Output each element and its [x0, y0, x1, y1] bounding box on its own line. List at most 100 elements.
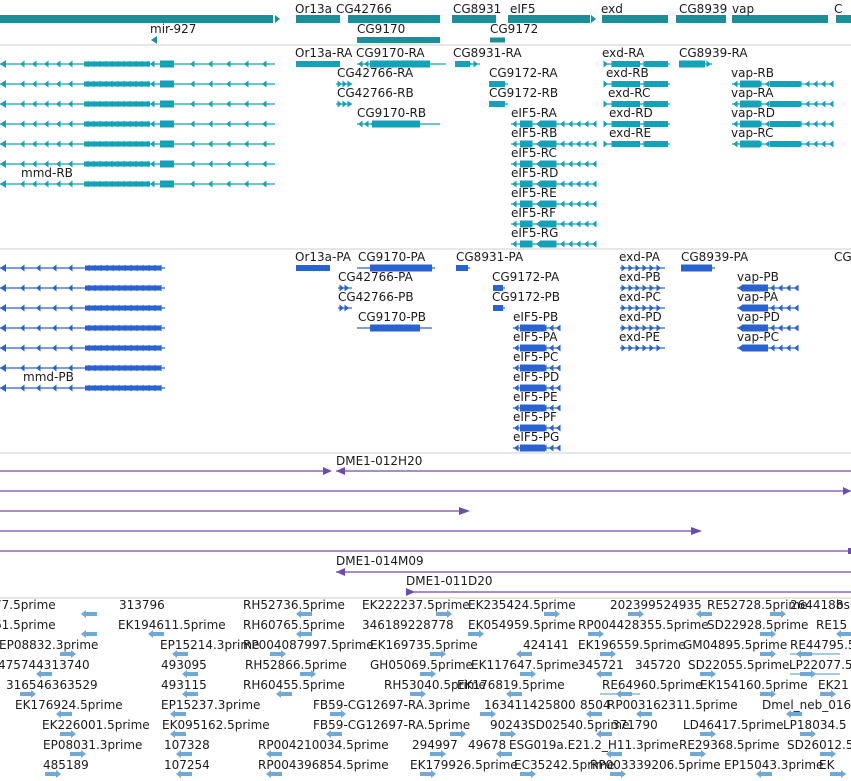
feature-block[interactable]	[520, 140, 532, 148]
feature-block[interactable]	[493, 285, 503, 291]
feature-block[interactable]	[508, 15, 590, 23]
est-feature[interactable]	[820, 690, 836, 698]
protein-feature[interactable]	[513, 384, 561, 392]
est-feature[interactable]	[176, 770, 192, 778]
protein-label[interactable]: exd-PE	[619, 330, 660, 344]
est-feature[interactable]	[760, 650, 776, 658]
est-label[interactable]: RE15	[816, 618, 847, 632]
protein-label[interactable]: eIF5-PB	[513, 310, 558, 324]
transcript-feature[interactable]	[511, 200, 597, 208]
est-label[interactable]: ESG019a.E21.2_H11.3prime	[509, 738, 679, 752]
protein-feature[interactable]	[513, 364, 561, 372]
protein-feature[interactable]	[0, 324, 165, 332]
est-label[interactable]: EK222237.5prime	[362, 598, 470, 612]
transcript-label[interactable]: Or13a-RA	[295, 46, 353, 60]
est-feature[interactable]	[516, 650, 532, 658]
transcript-feature[interactable]	[0, 120, 275, 128]
transcript-label[interactable]: exd-RC	[608, 86, 650, 100]
feature-block[interactable]	[602, 15, 668, 23]
feature-block[interactable]	[520, 180, 532, 188]
protein-feature[interactable]	[357, 324, 432, 332]
protein-label[interactable]: CG9172-PA	[492, 270, 560, 284]
transcript-label[interactable]: eIF5-RE	[511, 186, 557, 200]
transcript-feature[interactable]	[511, 240, 597, 248]
transcript-feature[interactable]	[603, 80, 671, 88]
est-feature[interactable]	[786, 710, 802, 718]
est-label[interactable]: EK179926.5prime	[410, 758, 518, 772]
est-label[interactable]: RP003339206.5prime	[590, 758, 721, 772]
gene-label[interactable]: CG8931	[453, 2, 501, 16]
gene-label[interactable]: CG9172	[490, 22, 538, 36]
est-feature[interactable]	[770, 610, 786, 618]
est-label[interactable]: EK196559.5prime	[578, 638, 686, 652]
est-feature[interactable]	[628, 610, 644, 618]
transcript-feature[interactable]	[511, 140, 597, 148]
protein-label[interactable]: CG9170-PA	[358, 250, 426, 264]
est-label[interactable]: FB59-CG12697-RA.3prime	[313, 698, 470, 712]
est-feature[interactable]	[170, 710, 186, 718]
est-feature[interactable]	[690, 750, 706, 758]
est-label[interactable]: EK095162.5prime	[162, 718, 270, 732]
est-feature[interactable]	[330, 710, 346, 718]
transcript-feature[interactable]	[679, 60, 712, 68]
feature-block[interactable]	[612, 81, 640, 87]
transcript-label[interactable]: CG9172-RB	[489, 86, 558, 100]
protein-label[interactable]: vap-PC	[737, 330, 779, 344]
transcript-label[interactable]: CG42766-RB	[337, 86, 414, 100]
est-label[interactable]: 77.5prime	[0, 598, 56, 612]
transcript-label[interactable]: eIF5-RA	[511, 106, 558, 120]
est-label[interactable]: 475744313740	[0, 658, 90, 672]
est-label[interactable]: RE64960.5prime	[602, 678, 703, 692]
protein-feature[interactable]	[296, 264, 330, 272]
est-feature[interactable]	[600, 650, 616, 658]
protein-feature[interactable]	[0, 264, 165, 272]
transcript-feature[interactable]	[489, 101, 508, 107]
transcript-feature[interactable]	[336, 100, 352, 108]
gene-label[interactable]: eIF5	[510, 2, 535, 16]
protein-label[interactable]: eIF5-PA	[513, 330, 558, 344]
feature-block[interactable]	[160, 60, 174, 68]
transcript-label[interactable]: vap-RC	[731, 126, 774, 140]
est-label[interactable]: GM04895.5prime	[683, 638, 787, 652]
protein-label[interactable]: Or13a-PA	[295, 250, 352, 264]
mir-927-feature[interactable]	[151, 36, 157, 44]
est-label[interactable]: RH52736.5prime	[243, 598, 345, 612]
gene-label[interactable]: CG9170	[357, 22, 405, 36]
transcript-label[interactable]: CG8931-RA	[453, 46, 522, 60]
protein-feature[interactable]	[357, 264, 435, 272]
protein-feature[interactable]	[338, 304, 352, 312]
est-label[interactable]: 163411425800	[484, 698, 576, 712]
protein-label[interactable]: CG8939-PA	[681, 250, 749, 264]
est-label[interactable]: RE52728.5prime	[707, 598, 808, 612]
feature-block[interactable]	[160, 180, 174, 188]
transcript-feature[interactable]	[603, 120, 671, 128]
feature-block[interactable]	[296, 15, 340, 23]
transcript-feature[interactable]	[357, 120, 440, 128]
est-feature[interactable]	[170, 730, 186, 738]
protein-label[interactable]: vap-PD	[737, 310, 780, 324]
feature-block[interactable]	[645, 141, 668, 147]
feature-block[interactable]	[160, 100, 174, 108]
est-feature[interactable]	[520, 770, 536, 778]
est-label[interactable]: RP004428355.5prime	[578, 618, 709, 632]
transcript-feature[interactable]	[0, 80, 275, 88]
est-feature[interactable]	[610, 770, 626, 778]
transcript-feature[interactable]	[603, 60, 671, 68]
est-feature[interactable]	[81, 610, 97, 618]
transcript-feature[interactable]	[455, 60, 480, 68]
est-label[interactable]: EK176924.5prime	[15, 698, 123, 712]
est-label[interactable]: EK054959.5prime	[468, 618, 576, 632]
protein-feature[interactable]	[620, 344, 665, 352]
est-label[interactable]: EK154160.5prime	[700, 678, 808, 692]
feature-block[interactable]	[160, 80, 174, 88]
est-label[interactable]: RP003162311.5prime	[607, 698, 738, 712]
transcript-label[interactable]: eIF5-RF	[511, 206, 556, 220]
est-label[interactable]: 493095	[161, 658, 207, 672]
transcript-feature[interactable]	[511, 180, 597, 188]
transcript-label[interactable]: CG9172-RA	[489, 66, 558, 80]
protein-feature[interactable]	[737, 284, 799, 292]
est-label[interactable]: RH60765.5prime	[243, 618, 345, 632]
est-label[interactable]: LP18034.5	[783, 718, 847, 732]
protein-label[interactable]: exd-PA	[619, 250, 661, 264]
est-feature[interactable]	[606, 750, 622, 758]
